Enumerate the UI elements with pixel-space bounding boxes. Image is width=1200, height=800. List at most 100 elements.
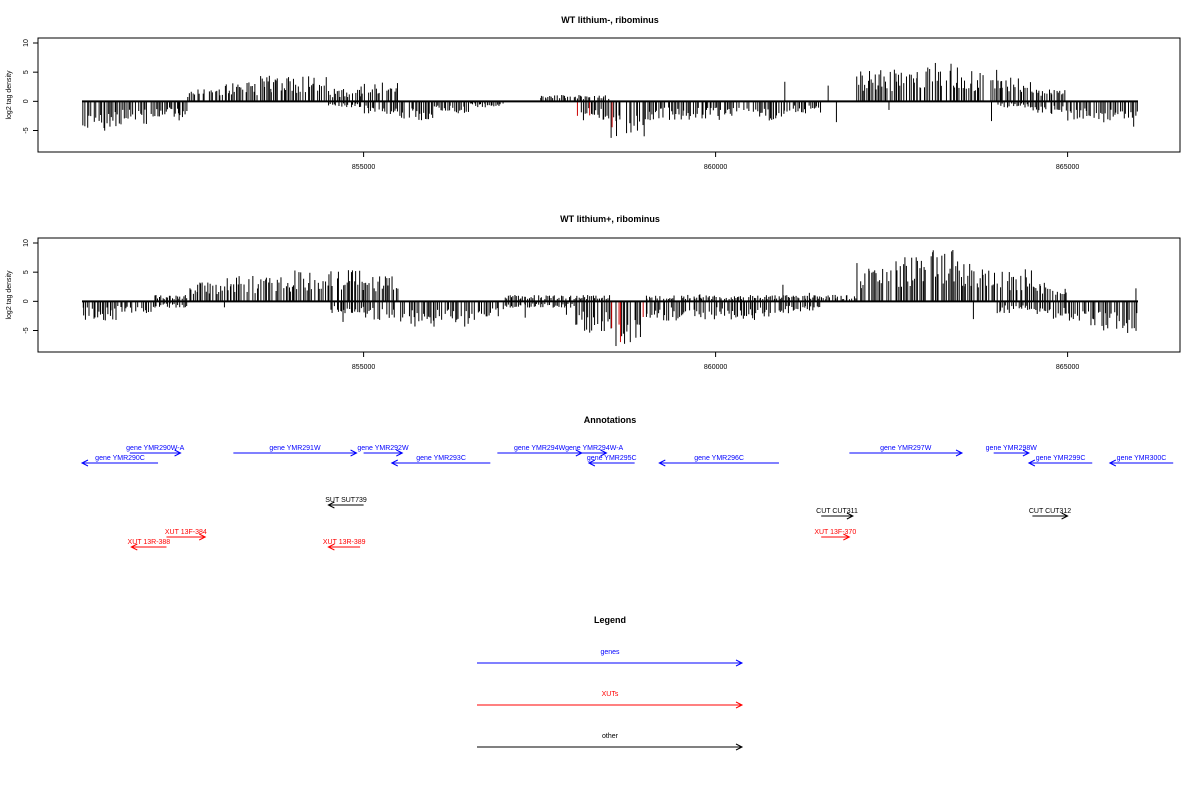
annotation-feature: XUT 13R-388 bbox=[128, 539, 171, 551]
y-tick-label: 5 bbox=[23, 70, 30, 74]
feature-arrow-head bbox=[327, 543, 335, 551]
annotation-feature: gene YMR291W bbox=[233, 445, 358, 457]
feature-label: XUT 13R-388 bbox=[128, 539, 171, 546]
annotation-feature: gene YMR292W bbox=[357, 445, 409, 457]
feature-label: gene YMR297W bbox=[880, 445, 932, 452]
legend-item: XUTs bbox=[477, 691, 744, 709]
annotation-feature: gene YMR300C bbox=[1108, 455, 1174, 467]
annotation-feature: SUT SUT739 bbox=[325, 497, 367, 509]
feature-label: gene YMR292W bbox=[357, 445, 409, 452]
annotation-feature: gene YMR299C bbox=[1027, 455, 1093, 467]
feature-arrow-head bbox=[846, 512, 854, 520]
track-panel-lithium-minus: WT lithium-, ribominus log2 tag density … bbox=[6, 15, 1181, 171]
annotation-feature: XUT 13F-370 bbox=[814, 529, 856, 541]
annotation-features: gene YMR290C gene YMR290W-A gene YMR291W ge… bbox=[80, 445, 1174, 551]
feature-arrow-head bbox=[587, 459, 596, 467]
track-title: WT lithium+, ribominus bbox=[560, 214, 660, 224]
x-tick-label: 855000 bbox=[352, 364, 375, 371]
feature-label: gene YMR290W-A bbox=[126, 445, 184, 452]
x-tick-label: 855000 bbox=[352, 164, 375, 171]
feature-label: XUT 13F-384 bbox=[165, 529, 207, 536]
legend-label: genes bbox=[600, 649, 620, 656]
annotation-feature: gene YMR290W-A bbox=[126, 445, 185, 457]
legend-label: other bbox=[602, 733, 619, 740]
bar-series bbox=[82, 62, 1138, 138]
feature-arrow-head bbox=[1108, 459, 1117, 467]
legend-item: other bbox=[477, 733, 744, 751]
track-title: WT lithium-, ribominus bbox=[561, 15, 659, 25]
annotation-feature: gene YMR293C bbox=[390, 455, 491, 467]
feature-arrow-head bbox=[600, 449, 608, 457]
legend-arrow-head bbox=[735, 701, 744, 709]
y-tick-label: 10 bbox=[23, 239, 30, 247]
legend: Legend genes XUTs other bbox=[477, 615, 744, 751]
feature-arrow-head bbox=[955, 449, 964, 457]
legend-arrow-head bbox=[735, 743, 744, 751]
feature-label: CUT CUT312 bbox=[1029, 508, 1071, 515]
annotation-feature: gene YMR298W bbox=[986, 445, 1038, 457]
legend-items: genes XUTs other bbox=[477, 649, 744, 751]
legend-label: XUTs bbox=[602, 691, 619, 698]
feature-label: gene YMR294W bbox=[514, 445, 566, 452]
annotation-feature: CUT CUT311 bbox=[816, 508, 858, 520]
y-tick-label: -5 bbox=[23, 327, 30, 333]
legend-title: Legend bbox=[594, 615, 626, 625]
feature-label: gene YMR294W-A bbox=[565, 445, 623, 452]
x-tick-label: 865000 bbox=[1056, 364, 1079, 371]
feature-arrow-head bbox=[658, 459, 666, 467]
track-panel-lithium-plus: WT lithium+, ribominus log2 tag density … bbox=[6, 214, 1181, 371]
annotation-feature: gene YMR290C bbox=[80, 455, 159, 467]
annotations-title: Annotations bbox=[584, 415, 637, 425]
feature-label: XUT 13R-389 bbox=[323, 539, 366, 546]
feature-label: SUT SUT739 bbox=[325, 497, 367, 504]
feature-label: gene YMR293C bbox=[416, 455, 466, 462]
axes: -5 0 5 10 855000 860000 865000 bbox=[23, 239, 1079, 371]
feature-arrow-head bbox=[1061, 512, 1069, 520]
annotation-feature: CUT CUT312 bbox=[1029, 508, 1071, 520]
feature-arrow-head bbox=[396, 449, 404, 457]
feature-arrow-head bbox=[198, 533, 207, 541]
annotation-feature: gene YMR297W bbox=[849, 445, 964, 457]
feature-label: gene YMR299C bbox=[1036, 455, 1086, 462]
annotation-feature: gene YMR295C bbox=[587, 455, 637, 467]
annotation-feature: XUT 13R-389 bbox=[323, 539, 366, 551]
x-tick-label: 865000 bbox=[1056, 164, 1079, 171]
feature-arrow-head bbox=[1022, 449, 1030, 457]
feature-arrow-head bbox=[390, 459, 398, 467]
y-axis-label: log2 tag density bbox=[6, 70, 13, 120]
feature-arrow-head bbox=[1027, 459, 1036, 467]
feature-label: gene YMR291W bbox=[269, 445, 321, 452]
bar-series bbox=[82, 250, 1138, 347]
y-tick-label: 0 bbox=[23, 299, 30, 303]
y-tick-label: 5 bbox=[23, 270, 30, 274]
annotation-feature: gene YMR296C bbox=[658, 455, 779, 467]
plot-frame bbox=[37, 37, 1181, 153]
feature-arrow-head bbox=[130, 543, 138, 551]
feature-label: gene YMR290C bbox=[95, 455, 145, 462]
feature-label: gene YMR296C bbox=[694, 455, 744, 462]
y-tick-label: 10 bbox=[23, 39, 30, 47]
feature-arrow-head bbox=[843, 533, 851, 541]
feature-arrow-head bbox=[327, 501, 335, 509]
feature-label: gene YMR298W bbox=[986, 445, 1038, 452]
y-axis-label: log2 tag density bbox=[6, 270, 13, 320]
legend-item: genes bbox=[477, 649, 744, 667]
legend-arrow-head bbox=[735, 659, 744, 667]
feature-label: gene YMR295C bbox=[587, 455, 637, 462]
annotation-feature: gene YMR294W-A bbox=[565, 445, 624, 457]
x-tick-label: 860000 bbox=[704, 364, 727, 371]
axes: -5 0 5 10 855000 860000 865000 bbox=[23, 39, 1079, 171]
feature-arrow-head bbox=[174, 449, 182, 457]
feature-arrow-head bbox=[350, 449, 358, 457]
feature-arrow-head bbox=[80, 459, 89, 467]
feature-label: gene YMR300C bbox=[1117, 455, 1167, 462]
x-tick-label: 860000 bbox=[704, 164, 727, 171]
y-tick-label: -5 bbox=[23, 127, 30, 133]
plot-frame bbox=[37, 237, 1181, 353]
feature-label: CUT CUT311 bbox=[816, 508, 858, 515]
y-tick-label: 0 bbox=[23, 99, 30, 103]
annotation-feature: XUT 13F-384 bbox=[165, 529, 207, 541]
feature-label: XUT 13F-370 bbox=[814, 529, 856, 536]
